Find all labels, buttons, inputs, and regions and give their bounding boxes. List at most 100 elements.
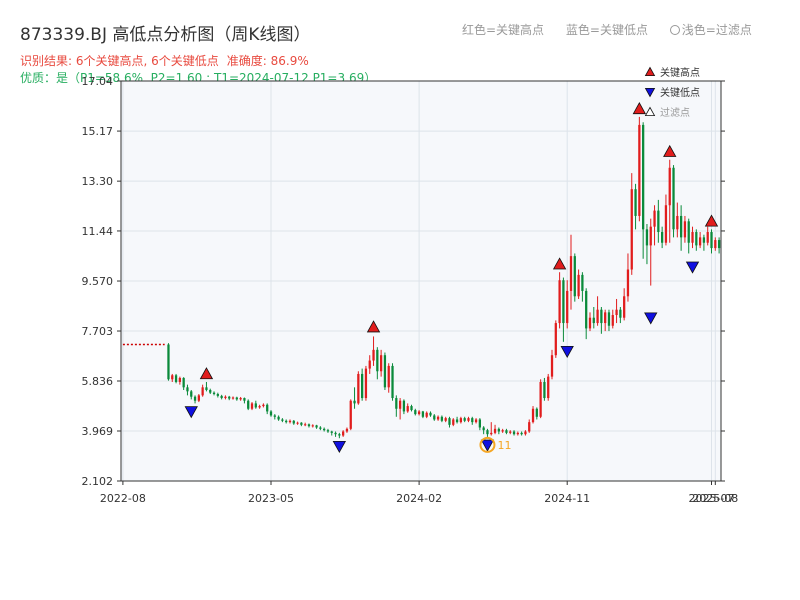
candle — [683, 215, 687, 243]
candle — [288, 419, 292, 424]
candle-body — [364, 368, 368, 399]
candle — [406, 403, 409, 413]
legend-filtered-icon — [644, 106, 656, 116]
candle — [277, 415, 280, 421]
candle-body — [512, 431, 516, 435]
candle — [243, 397, 246, 404]
candle-body — [300, 422, 303, 425]
candle — [254, 400, 257, 409]
candle-body — [482, 427, 485, 431]
candle-body — [372, 349, 375, 361]
key-low-marker — [332, 441, 347, 454]
candle-body — [190, 391, 193, 397]
candle — [361, 368, 364, 401]
candle — [247, 399, 250, 411]
candle-body — [421, 411, 425, 417]
color-legend: 红色=关键高点 蓝色=关键低点 浅色=过滤点 — [462, 21, 770, 38]
candle — [638, 116, 641, 222]
candle-body — [342, 431, 345, 436]
y-tick-label: 17.04 — [82, 75, 114, 88]
candle-body — [398, 400, 402, 409]
candle — [619, 307, 622, 324]
candle-body — [334, 432, 337, 435]
candle — [562, 277, 565, 342]
candle-body — [679, 215, 683, 238]
candle — [535, 407, 538, 420]
candle-body — [383, 355, 387, 388]
candle — [611, 309, 614, 329]
candle-body — [239, 398, 242, 400]
candle-body — [436, 416, 440, 420]
candle-body — [338, 434, 341, 436]
candle-body — [463, 418, 466, 421]
candle-body — [209, 390, 212, 393]
candle — [391, 363, 394, 401]
legend-low-label: 关键低点 — [660, 86, 700, 99]
legend-red-text: 红色=关键高点 — [462, 23, 545, 37]
x-tick-label: 2022-08 — [100, 492, 146, 505]
candle — [235, 396, 238, 401]
candle — [588, 312, 592, 332]
candle — [224, 395, 227, 400]
candle-body — [323, 428, 326, 431]
candle-body — [212, 392, 216, 395]
candle — [626, 253, 630, 302]
candle — [379, 349, 383, 377]
candle — [262, 403, 265, 408]
candle — [201, 384, 204, 397]
candle — [717, 237, 721, 254]
key-high-marker — [663, 144, 677, 157]
candle — [376, 347, 379, 380]
key-low-marker — [685, 261, 700, 274]
candle-body — [182, 377, 185, 388]
candle — [349, 399, 352, 431]
candle — [212, 391, 216, 396]
candle-body — [668, 167, 671, 206]
candle — [573, 253, 576, 302]
candle — [368, 355, 371, 374]
candle-body — [566, 290, 569, 324]
candle — [266, 403, 269, 415]
candle — [250, 402, 254, 411]
candle-body — [319, 427, 322, 429]
candle — [296, 421, 299, 425]
candle — [455, 416, 459, 424]
candle-body — [573, 256, 576, 297]
candle-body — [345, 428, 349, 432]
candle — [269, 410, 273, 417]
candle — [398, 398, 402, 420]
candle-body — [478, 419, 481, 428]
candle-body — [277, 416, 280, 420]
candle-body — [638, 124, 641, 216]
candle-body — [691, 232, 694, 243]
candle — [623, 288, 626, 321]
candle — [330, 430, 333, 436]
y-tick-label: 11.44 — [82, 225, 114, 238]
candle — [357, 371, 360, 405]
candle-body — [269, 411, 273, 416]
candle — [387, 363, 390, 393]
candle-body — [611, 315, 614, 326]
candle-body — [361, 373, 364, 399]
candle — [167, 343, 170, 381]
x-tick-label: 2024-02 — [396, 492, 442, 505]
candle — [604, 309, 607, 332]
candle-body — [171, 375, 174, 380]
candle — [661, 226, 664, 249]
candle-body — [243, 398, 246, 401]
candle-body — [581, 274, 584, 291]
candle-body — [353, 400, 356, 404]
candle-body — [615, 309, 618, 316]
candle — [311, 424, 314, 428]
candle-body — [440, 416, 444, 421]
candle — [220, 394, 223, 400]
candle — [417, 410, 421, 416]
candle-body — [387, 365, 390, 388]
candle — [433, 414, 436, 421]
candle — [558, 272, 561, 329]
candle — [539, 379, 542, 419]
candle-body — [357, 373, 360, 404]
candle — [178, 376, 181, 385]
candle-body — [410, 406, 413, 411]
candle — [528, 419, 531, 433]
